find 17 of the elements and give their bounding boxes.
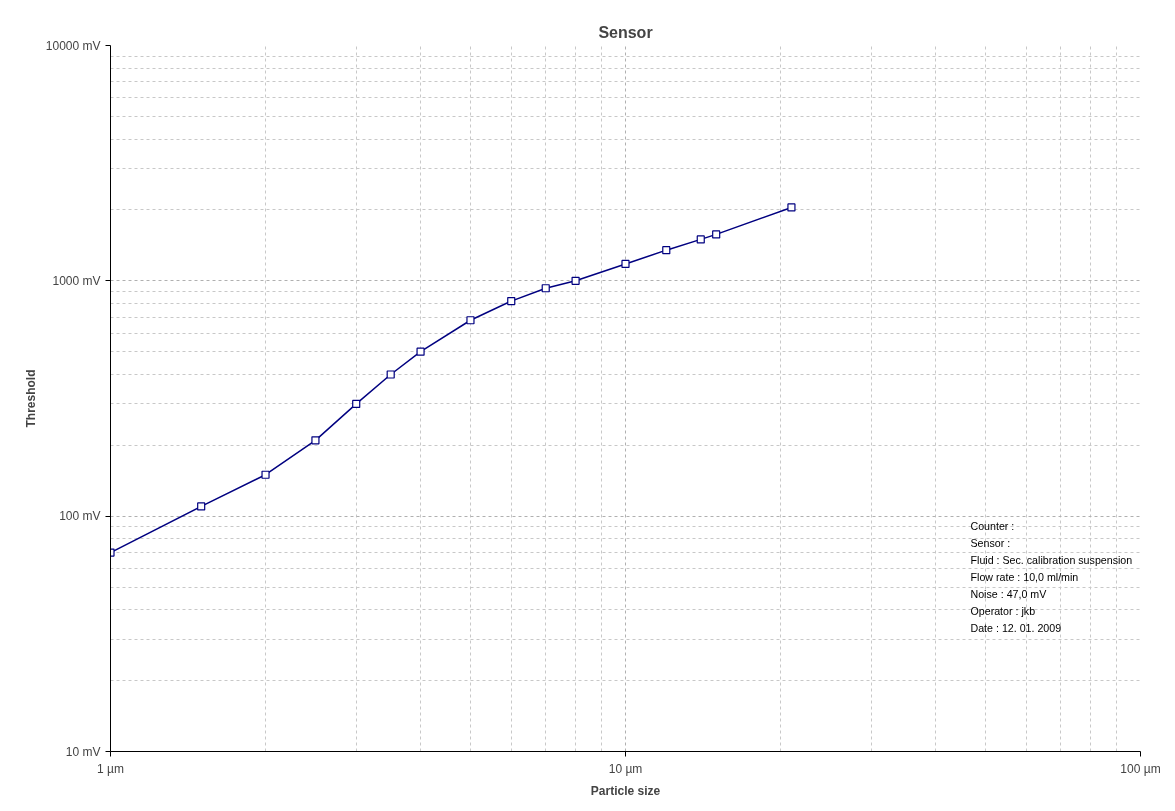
annotation: Date : 12. 01. 2009 bbox=[970, 621, 1062, 634]
annotation: Noise : 47,0 mV bbox=[970, 587, 1048, 600]
y-tick-label: 10 mV bbox=[65, 744, 101, 759]
annotation: Sensor : bbox=[970, 536, 1011, 549]
annotation: Counter : bbox=[970, 519, 1015, 532]
annotation: Fluid : Sec. calibration suspension bbox=[970, 553, 1133, 566]
x-axis-title: Particle size bbox=[590, 783, 661, 798]
annotation: Flow rate : 10,0 ml/min bbox=[970, 570, 1079, 583]
annotation: Operator : jkb bbox=[970, 604, 1036, 617]
y-tick-label: 1000 mV bbox=[52, 273, 101, 288]
y-axis-title: Threshold bbox=[23, 369, 38, 428]
chart-title: Sensor bbox=[598, 23, 653, 41]
y-tick-label: 10000 mV bbox=[45, 38, 101, 53]
y-tick-label: 100 mV bbox=[59, 509, 101, 524]
x-tick-label: 100 µm bbox=[1120, 761, 1161, 776]
x-tick-label: 10 µm bbox=[608, 761, 643, 776]
x-tick-label: 1 µm bbox=[97, 761, 124, 776]
